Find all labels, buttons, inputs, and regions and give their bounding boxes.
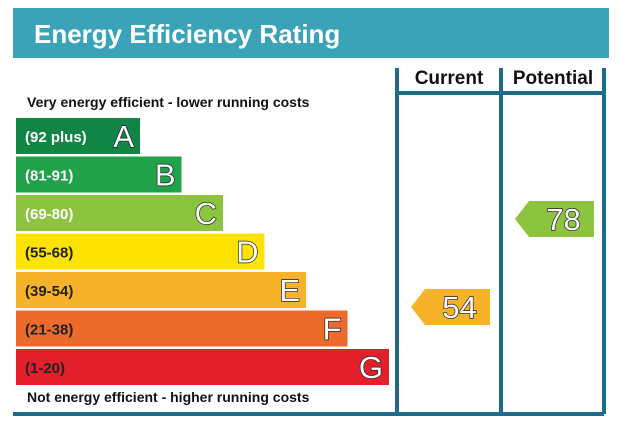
band-letter: A	[113, 119, 134, 154]
band-letter: F	[323, 312, 342, 347]
band-c: (69-80) C	[16, 195, 223, 232]
band-range-label: (55-68)	[25, 245, 73, 262]
current-rating-pointer: 54	[411, 289, 490, 326]
band-f: (21-38) F	[16, 310, 348, 347]
band-bar	[16, 156, 182, 193]
rating-bands: (92 plus) A(81-91) B(69-80) C(55-68) D(39-54…	[16, 118, 389, 386]
rating-pointers: 54 78	[411, 201, 594, 326]
band-bar	[16, 233, 265, 270]
band-bar	[16, 272, 306, 308]
potential-rating-pointer: 78	[515, 201, 594, 238]
potential-column-header: Potential	[513, 68, 593, 89]
potential-pointer-shape	[515, 201, 594, 237]
band-bar	[16, 195, 223, 231]
bottom-caption: Not energy efficient - higher running co…	[27, 389, 310, 405]
current-rating-value: 54	[442, 290, 476, 325]
band-a: (92 plus) A	[16, 118, 140, 155]
band-e: (39-54) E	[16, 272, 306, 309]
chart-title: Energy Efficiency Rating	[34, 19, 340, 49]
top-caption: Very energy efficient - lower running co…	[27, 94, 310, 110]
current-column-header: Current	[415, 68, 484, 89]
band-b: (81-91) B	[16, 156, 182, 193]
chart-frame	[13, 68, 606, 416]
band-range-label: (92 plus)	[25, 129, 87, 146]
band-range-label: (21-38)	[25, 322, 73, 339]
band-g: (1-20) G	[16, 349, 389, 386]
band-bar	[16, 349, 389, 385]
band-d: (55-68) D	[16, 233, 265, 270]
band-range-label: (81-91)	[25, 168, 73, 185]
current-pointer-shape	[411, 289, 490, 325]
band-range-label: (39-54)	[25, 283, 73, 300]
potential-rating-value: 78	[546, 202, 580, 237]
band-letter: D	[236, 235, 258, 270]
band-letter: G	[359, 350, 383, 385]
band-letter: E	[279, 273, 300, 308]
band-letter: B	[155, 158, 176, 193]
title-banner	[13, 8, 609, 58]
band-range-label: (1-20)	[25, 360, 65, 377]
band-bar	[16, 310, 348, 347]
band-letter: C	[195, 196, 217, 231]
band-range-label: (69-80)	[25, 206, 73, 223]
band-bar	[16, 118, 140, 154]
